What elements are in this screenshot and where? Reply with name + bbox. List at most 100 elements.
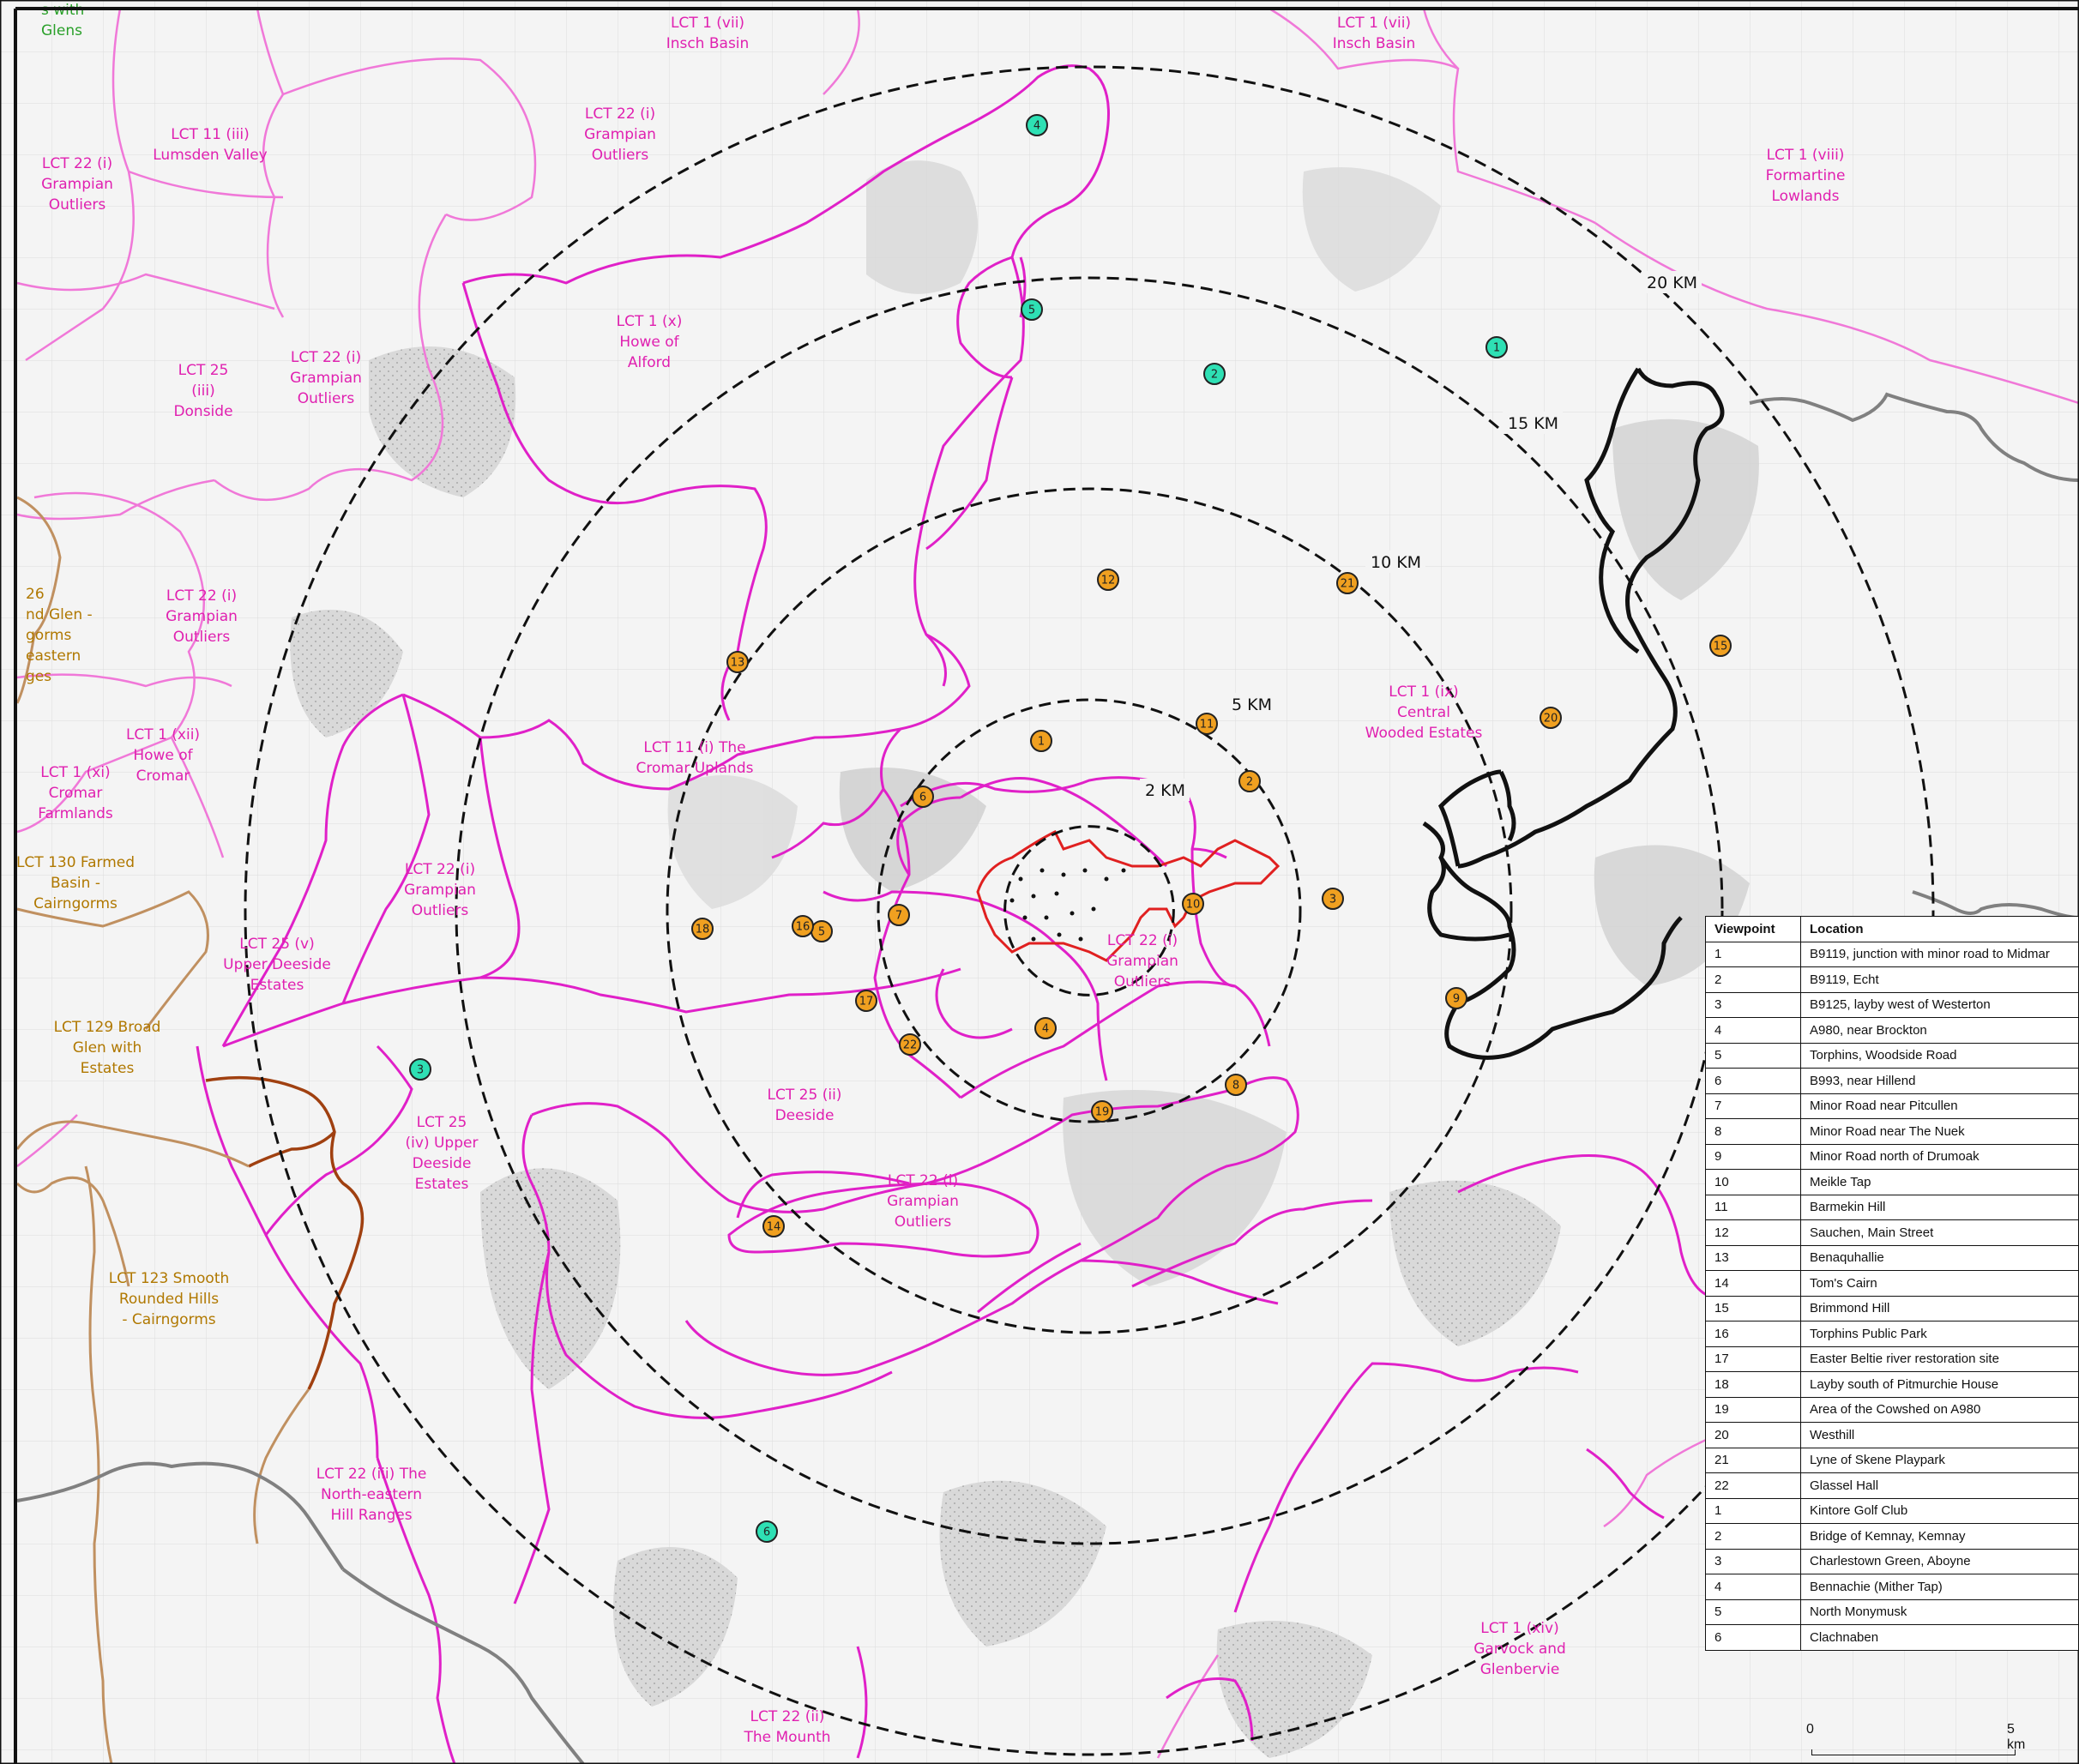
viewpoint-location-cell: Layby south of Pitmurchie House (1800, 1371, 2079, 1398)
lct-boundaries-minor (16, 7, 2079, 1759)
viewpoint-number-cell: 18 (1705, 1371, 1801, 1398)
lct-label-line: Estates (81, 1060, 135, 1077)
orange-viewpoint-11[interactable]: 11 (1196, 713, 1218, 735)
teal-viewpoint-1[interactable]: 1 (1485, 336, 1508, 358)
orange-viewpoint-number: 4 (1042, 1023, 1049, 1036)
lct-label-line: North-eastern (321, 1486, 422, 1503)
orange-viewpoint-14[interactable]: 14 (762, 1215, 785, 1237)
ring-label-bg (1226, 693, 1276, 715)
council-boundary-grey (16, 392, 2079, 1764)
table-row: 12 Sauchen, Main Street (1705, 1219, 2079, 1246)
lct-smooth-rounded-hills-label: LCT 123 Smooth Rounded Hills - Cairngorms (109, 1270, 230, 1328)
viewpoint-number-cell: 9 (1705, 1143, 1801, 1170)
lct-label-line: Central (1397, 704, 1450, 721)
lct-label-line: LCT 130 Farmed (16, 854, 135, 871)
viewpoint-number-cell: 8 (1705, 1118, 1801, 1145)
orange-viewpoint-marker (1034, 1017, 1057, 1039)
orange-viewpoint-number: 3 (1329, 894, 1336, 906)
teal-viewpoint-5[interactable]: 5 (1021, 298, 1043, 321)
lct-label-line: LCT 22 (i) (585, 105, 655, 123)
teal-viewpoint-4[interactable]: 4 (1026, 114, 1048, 136)
lct-label-line: Cromar (136, 768, 190, 785)
orange-viewpoint-8[interactable]: 8 (1225, 1074, 1247, 1096)
orange-viewpoint-10[interactable]: 10 (1182, 893, 1204, 915)
lct-label-line: Upper Deeside (223, 956, 331, 973)
orange-viewpoint-marker (1540, 707, 1562, 729)
orange-viewpoint-marker (1196, 713, 1218, 735)
orange-viewpoint-number: 10 (1186, 899, 1201, 912)
orange-viewpoint-21[interactable]: 21 (1336, 572, 1359, 594)
lct-label-line: LCT 25 (ii) (768, 1087, 842, 1104)
lct-grampian-outliers-sw-label: LCT 22 (i) Grampian Outliers (404, 861, 476, 919)
scale-bar-line (1811, 1749, 2016, 1755)
viewpoint-number-cell: 5 (1705, 1598, 1801, 1625)
viewpoint-location-cell: Meikle Tap (1800, 1169, 2079, 1195)
lct-label-line: LCT 11 (i) The (643, 739, 745, 756)
orange-viewpoint-13[interactable]: 13 (726, 651, 749, 673)
orange-viewpoint-7[interactable]: 7 (888, 904, 910, 926)
orange-viewpoint-2[interactable]: 2 (1238, 770, 1261, 792)
orange-viewpoint-6[interactable]: 6 (912, 786, 934, 808)
table-row: 1 Kintore Golf Club (1705, 1497, 2079, 1524)
orange-viewpoint-15[interactable]: 15 (1709, 635, 1732, 657)
teal-viewpoint-6[interactable]: 6 (756, 1520, 778, 1543)
ring-label-bg (1642, 271, 1702, 293)
orange-viewpoint-5[interactable]: 5 (811, 920, 833, 942)
viewpoint-number-cell: 16 (1705, 1321, 1801, 1347)
viewpoint-location-cell: Area of the Cowshed on A980 (1800, 1396, 2079, 1423)
lct-label-line: Lowlands (1771, 188, 1839, 205)
orange-viewpoint-marker (899, 1033, 921, 1056)
table-row: 5 Torphins, Woodside Road (1705, 1042, 2079, 1069)
lct-label-line: Outliers (895, 1213, 952, 1231)
orange-viewpoint-9[interactable]: 9 (1445, 987, 1467, 1009)
teal-viewpoint-3[interactable]: 3 (409, 1058, 431, 1081)
lct-label-line: Lumsden Valley (153, 147, 268, 164)
lct-label-line: LCT 22 (ii) (750, 1708, 825, 1725)
viewpoint-location-cell: Barmekin Hill (1800, 1194, 2079, 1220)
orange-viewpoint-number: 11 (1200, 719, 1214, 731)
orange-viewpoint-17[interactable]: 17 (855, 990, 877, 1012)
lct-label-line: LCT 1 (x) (617, 313, 683, 330)
orange-viewpoint-number: 5 (818, 926, 825, 939)
viewpoint-number-cell: 2 (1705, 966, 1801, 993)
ring-label-10km: 10 KM (1371, 553, 1421, 572)
table-row: 7 Minor Road near Pitcullen (1705, 1093, 2079, 1119)
lct-label-line: (iv) Upper (406, 1135, 479, 1152)
orange-viewpoint-number: 21 (1341, 578, 1355, 591)
viewpoint-location-cell: B9119, Echt (1800, 966, 2079, 993)
lct-label-line: Grampian (290, 370, 362, 387)
orange-viewpoint-3[interactable]: 3 (1322, 888, 1344, 910)
orange-viewpoint-12[interactable]: 12 (1097, 569, 1119, 591)
lct-label-line: Wooded Estates (1365, 725, 1483, 742)
ring-label-5km: 5 KM (1232, 695, 1272, 714)
orange-viewpoint-19[interactable]: 19 (1091, 1100, 1113, 1123)
lct-insch-basin-west-label: LCT 1 (vii) Insch Basin (666, 15, 750, 52)
orange-viewpoint-marker (691, 918, 714, 940)
orange-viewpoint-4[interactable]: 4 (1034, 1017, 1057, 1039)
orange-viewpoint-18[interactable]: 18 (691, 918, 714, 940)
lct-label-line: Garvock and (1473, 1641, 1566, 1658)
viewpoint-number-cell: 11 (1705, 1194, 1801, 1220)
table-row: 13 Benaquhallie (1705, 1244, 2079, 1271)
lct-label-line: Outliers (592, 147, 649, 164)
orange-viewpoint-16[interactable]: 16 (792, 915, 814, 937)
orange-viewpoint-1[interactable]: 1 (1030, 730, 1052, 752)
teal-viewpoint-2[interactable]: 2 (1203, 363, 1226, 385)
orange-viewpoint-marker (1182, 893, 1204, 915)
viewpoint-location-cell: B993, near Hillend (1800, 1068, 2079, 1094)
teal-viewpoint-marker (409, 1058, 431, 1081)
ring-label-20km: 20 KM (1647, 274, 1697, 292)
orange-viewpoint-20[interactable]: 20 (1540, 707, 1562, 729)
orange-viewpoint-marker (1445, 987, 1467, 1009)
teal-viewpoint-marker (1203, 363, 1226, 385)
scale-end-label: 5 km (2007, 1722, 2026, 1752)
table-row: 11 Barmekin Hill (1705, 1194, 2079, 1220)
teal-viewpoint-number: 5 (1028, 304, 1035, 317)
table-row: 6 Clachnaben (1705, 1624, 2079, 1651)
orange-viewpoint-22[interactable]: 22 (899, 1033, 921, 1056)
lct-label-line: Rounded Hills (119, 1291, 219, 1308)
teal-viewpoint-number: 2 (1211, 369, 1218, 382)
viewpoint-markers: 1234567891011121314151617181920212212345… (409, 114, 1732, 1543)
lct-label-line: Cromar (49, 785, 103, 802)
